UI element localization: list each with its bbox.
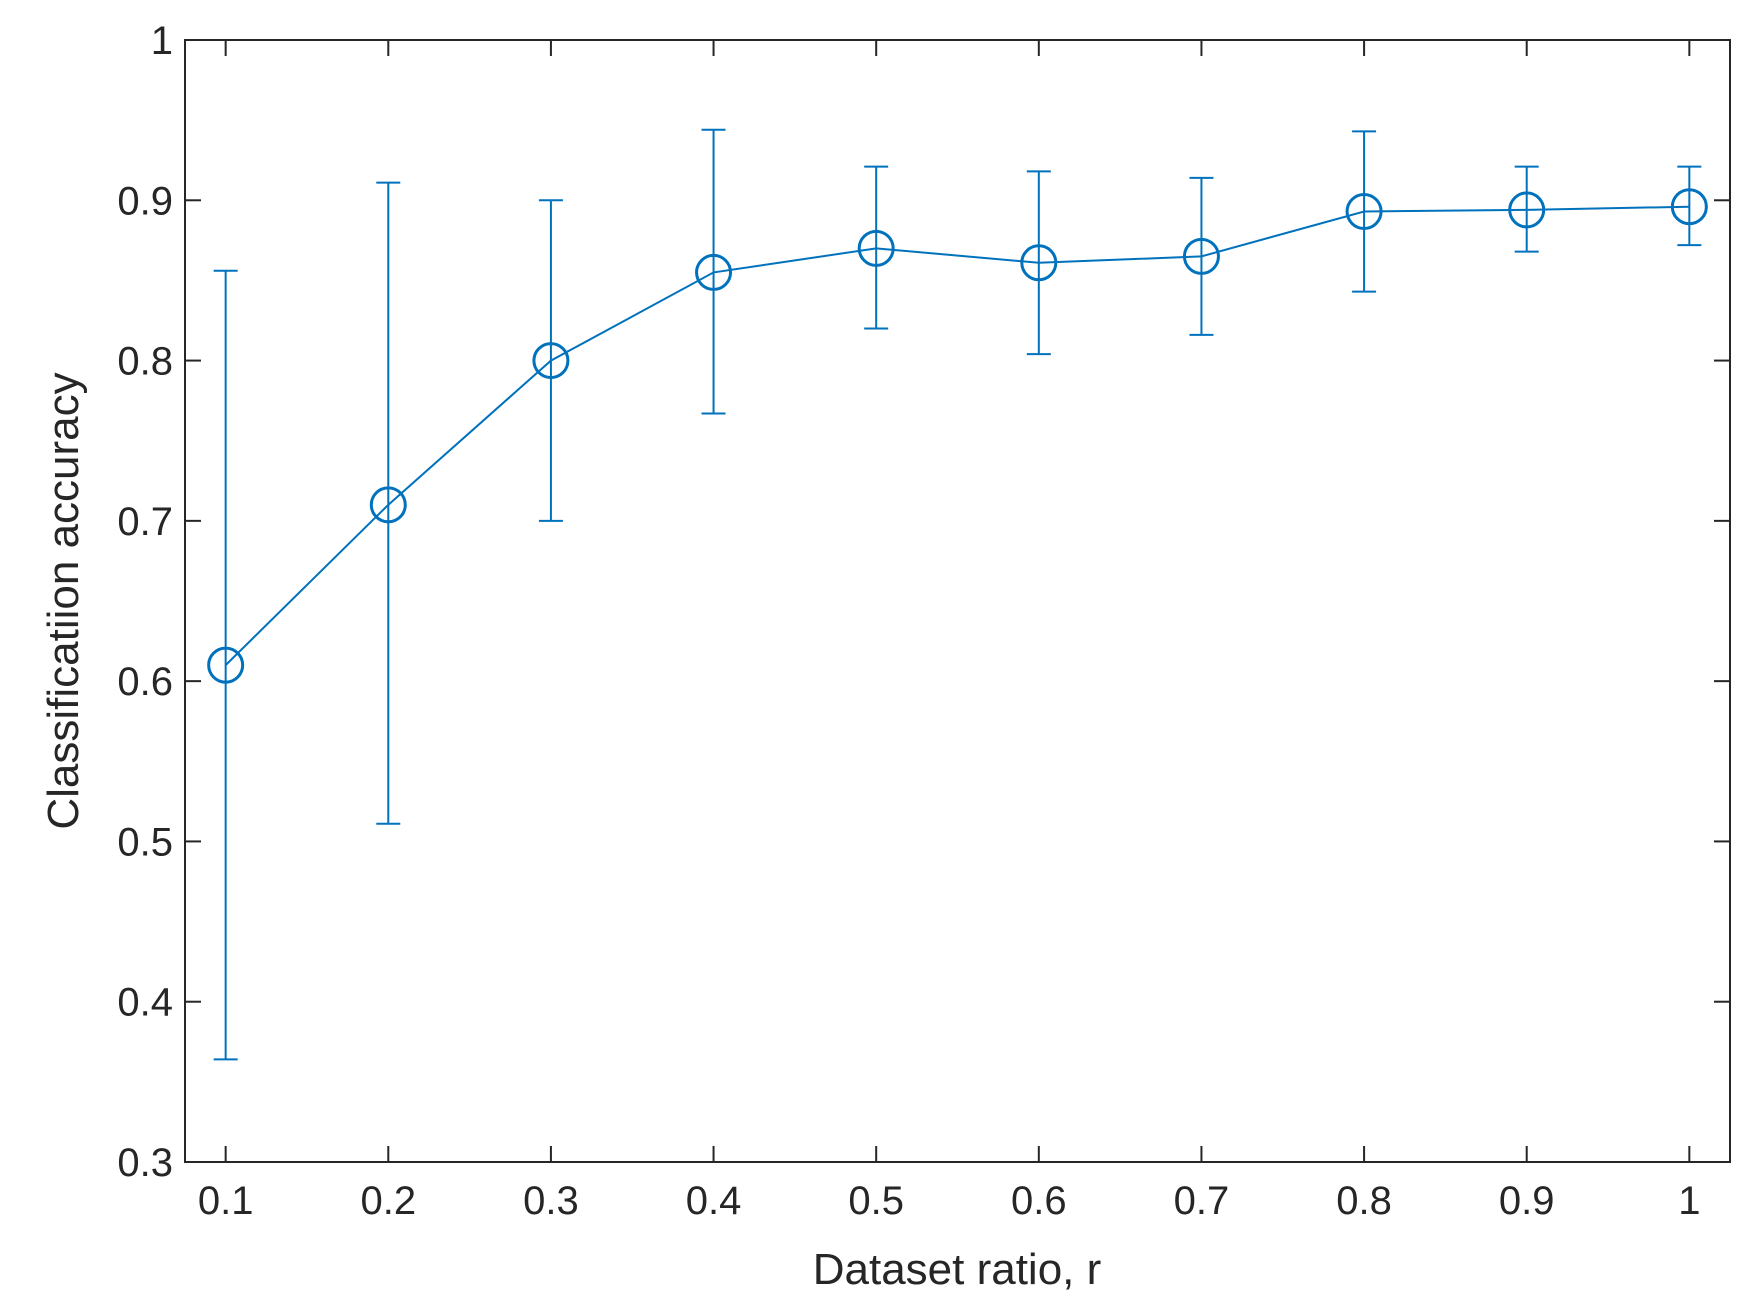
data-point — [1508, 191, 1546, 229]
line-layer — [224, 205, 1690, 666]
y-tick-label: 0.6 — [117, 660, 173, 704]
y-tick-label: 0.8 — [117, 340, 173, 384]
data-point — [1182, 237, 1220, 275]
plot-area — [185, 40, 1730, 1162]
y-tick-label: 0.4 — [117, 981, 173, 1025]
series-line — [224, 205, 1690, 666]
x-tick-label: 0.7 — [1174, 1179, 1230, 1223]
x-tick-label: 0.6 — [1011, 1179, 1067, 1223]
axes-box — [184, 39, 1731, 1163]
data-point — [532, 342, 570, 380]
x-tick-label: 0.3 — [523, 1179, 579, 1223]
x-tick-label: 0.1 — [198, 1179, 254, 1223]
y-tick-label: 0.5 — [117, 820, 173, 864]
data-point — [1020, 244, 1058, 282]
data-point — [1345, 193, 1383, 231]
x-tick-label: 0.2 — [360, 1179, 416, 1223]
ticks-layer: 0.1 0.2 0.3 0.4 0.5 0.6 0.7 0.8 0.9 1 0.3 0.4 0.5 0.6… — [117, 19, 1730, 1223]
y-tick-label: 0.3 — [117, 1141, 173, 1185]
x-tick-label: 0.4 — [686, 1179, 742, 1223]
data-point — [207, 646, 245, 684]
y-tick-label: 1 — [151, 19, 173, 63]
y-axis-title: Classificatiion accuracy — [39, 372, 88, 829]
x-tick-label: 0.9 — [1499, 1179, 1555, 1223]
x-tick-label: 0.8 — [1336, 1179, 1392, 1223]
y-tick-label: 0.7 — [117, 500, 173, 544]
x-tick-label: 1 — [1678, 1179, 1700, 1223]
data-point — [857, 229, 895, 267]
data-point — [1670, 188, 1708, 226]
x-axis-title: Dataset ratio, r — [813, 1245, 1102, 1294]
x-tick-label: 0.5 — [848, 1179, 904, 1223]
data-point — [369, 486, 407, 524]
marker-layer — [207, 188, 1708, 684]
y-tick-label: 0.9 — [117, 179, 173, 223]
data-point — [695, 253, 733, 291]
